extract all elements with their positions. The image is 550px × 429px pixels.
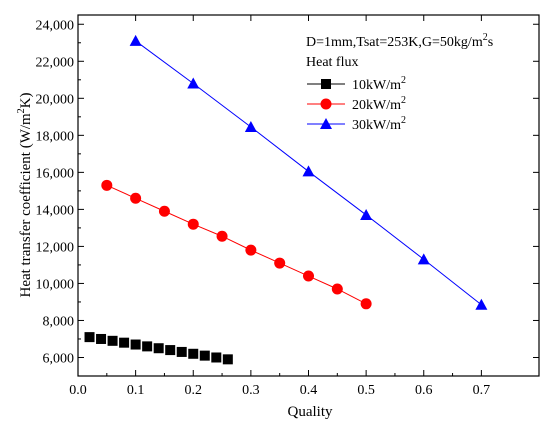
condition-annotation: D=1mm,Tsat=253K,G=50kg/m2s [306,32,493,50]
data-point [216,230,228,242]
series-layer [84,34,488,365]
legend-title: Heat flux [306,55,358,70]
y-tick-label: 20,000 [36,92,75,107]
legend-marker [320,98,332,110]
data-point [303,270,314,282]
legend-label: 20kW/m2 [352,95,406,113]
data-point [176,346,187,357]
legend: 10kW/m2 20kW/m2 30kW/m2 [307,75,406,133]
data-point [360,298,372,310]
x-tick-label: 0.0 [69,383,87,398]
data-point [188,348,199,359]
data-point [130,192,142,204]
y-tick-label: 14,000 [36,203,75,218]
x-axis-label: Quality [288,404,333,420]
legend-marker [320,118,332,129]
data-point [101,179,113,191]
data-point [107,335,118,346]
data-point [153,343,164,354]
data-point [244,121,257,133]
y-tick-label: 18,000 [36,129,75,144]
legend-label: 30kW/m2 [352,115,406,133]
y-axis: 6,000 8,000 10,000 12,000 14,000 16,000 18,000… [36,18,539,377]
data-point [417,253,430,265]
y-tick-label: 6,000 [43,351,75,366]
x-tick-label: 0.6 [415,383,433,398]
data-point [142,341,153,352]
legend-marker [321,79,331,89]
legend-label: 10kW/m2 [352,75,406,93]
series-circle [101,179,372,310]
x-tick-label: 0.4 [300,383,318,398]
legend-item: 30kW/m2 [307,115,406,133]
data-point [130,339,141,350]
data-point [331,283,343,295]
data-point [222,354,233,365]
y-tick-label: 8,000 [43,314,75,329]
x-tick-label: 0.7 [473,383,491,398]
series-line [106,184,367,305]
series-triangle [129,34,488,310]
x-tick-label: 0.1 [127,383,145,398]
data-point [119,337,130,348]
y-tick-label: 16,000 [36,166,75,181]
legend-item: 10kW/m2 [307,75,406,93]
series-square [84,332,233,365]
y-tick-label: 22,000 [36,55,75,70]
data-point [199,350,210,361]
x-tick-label: 0.5 [357,383,375,398]
data-point [165,345,176,356]
y-axis-label: Heat transfer coefficient (W/m2K) [16,92,34,297]
x-axis: 0.0 0.1 0.2 0.3 0.4 0.5 0.6 0.7 [69,15,490,398]
data-point [84,332,95,343]
data-point [187,218,199,230]
data-point [96,333,107,344]
data-point [360,208,373,220]
data-point [302,165,315,177]
x-tick-label: 0.2 [185,383,203,398]
data-point [129,34,142,46]
data-point [475,298,488,310]
data-point [211,352,222,363]
data-point [274,257,286,269]
y-tick-label: 10,000 [36,277,75,292]
x-tick-label: 0.3 [242,383,260,398]
y-tick-label: 24,000 [36,18,75,33]
y-tick-label: 12,000 [36,240,75,255]
data-point [187,77,200,89]
data-point [245,244,257,256]
data-point [158,205,170,217]
legend-item: 20kW/m2 [307,95,406,113]
